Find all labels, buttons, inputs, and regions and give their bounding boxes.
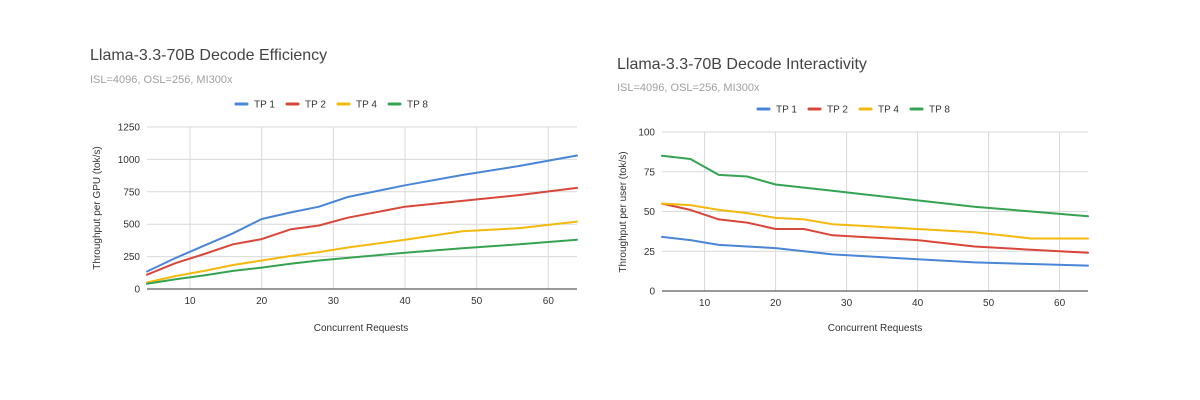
chart-axes: 0 250 500 750 1000 1250 10 20 30 40 50 60	[118, 123, 577, 307]
x-tick-label: 60	[1054, 298, 1066, 309]
x-tick-label: 30	[328, 296, 340, 307]
y-tick-label: 0	[649, 287, 655, 298]
chart-series	[146, 154, 578, 285]
series-line-tp-8	[661, 154, 1089, 218]
chart-title: Llama-3.3-70B Decode Efficiency	[90, 47, 327, 64]
chart-series	[661, 154, 1089, 267]
chart-legend: TP 1 TP 2 TP 4 TP 8	[756, 105, 950, 116]
y-tick-label: 750	[123, 187, 140, 198]
legend-label: TP 8	[929, 105, 950, 116]
y-tick-label: 1250	[118, 123, 141, 134]
x-tick-label: 50	[983, 298, 995, 309]
chart-subtitle: ISL=4096, OSL=256, MI300x	[90, 74, 233, 86]
y-tick-label: 500	[123, 220, 140, 231]
x-axis-label: Concurrent Requests	[828, 323, 923, 334]
y-tick-label: 25	[644, 247, 656, 258]
y-tick-label: 75	[644, 167, 656, 178]
y-tick-label: 250	[123, 252, 140, 263]
x-tick-label: 30	[841, 298, 853, 309]
series-line-tp-2	[661, 202, 1089, 254]
series-line-tp-8	[146, 238, 578, 285]
x-tick-label: 50	[471, 296, 483, 307]
series-line-tp-1	[146, 154, 578, 273]
decode-efficiency-chart: Llama-3.3-70B Decode Efficiency ISL=4096…	[90, 47, 578, 334]
legend-label: TP 8	[407, 100, 428, 111]
y-axis-label: Throughput per user (tok/s)	[618, 151, 629, 272]
y-tick-label: 1000	[118, 155, 141, 166]
legend-label: TP 4	[356, 100, 377, 111]
x-tick-label: 10	[184, 296, 196, 307]
legend-label: TP 2	[827, 105, 848, 116]
series-line-tp-4	[661, 202, 1089, 240]
y-tick-label: 100	[638, 128, 655, 139]
series-line-tp-2	[146, 186, 578, 276]
chart-title: Llama-3.3-70B Decode Interactivity	[617, 56, 867, 73]
chart-axes: 0 25 50 75 100 10 20 30 40 50 60	[638, 128, 1088, 309]
legend-label: TP 2	[305, 100, 326, 111]
x-tick-label: 20	[770, 298, 782, 309]
series-line-tp-1	[661, 235, 1089, 267]
chart-legend: TP 1 TP 2 TP 4 TP 8	[234, 100, 428, 111]
legend-label: TP 4	[878, 105, 899, 116]
y-tick-label: 0	[134, 285, 140, 296]
y-axis-label: Throughput per GPU (tok/s)	[92, 146, 103, 269]
legend-label: TP 1	[776, 105, 797, 116]
x-tick-label: 60	[543, 296, 555, 307]
x-tick-label: 20	[256, 296, 268, 307]
x-tick-label: 10	[699, 298, 711, 309]
series-line-tp-4	[146, 220, 578, 284]
legend-label: TP 1	[254, 100, 275, 111]
x-tick-label: 40	[399, 296, 411, 307]
chart-subtitle: ISL=4096, OSL=256, MI300x	[617, 82, 760, 94]
chart-grid	[147, 126, 577, 289]
x-axis-label: Concurrent Requests	[314, 323, 409, 334]
decode-interactivity-chart: Llama-3.3-70B Decode Interactivity ISL=4…	[617, 56, 1089, 334]
y-tick-label: 50	[644, 207, 656, 218]
x-tick-label: 40	[912, 298, 924, 309]
